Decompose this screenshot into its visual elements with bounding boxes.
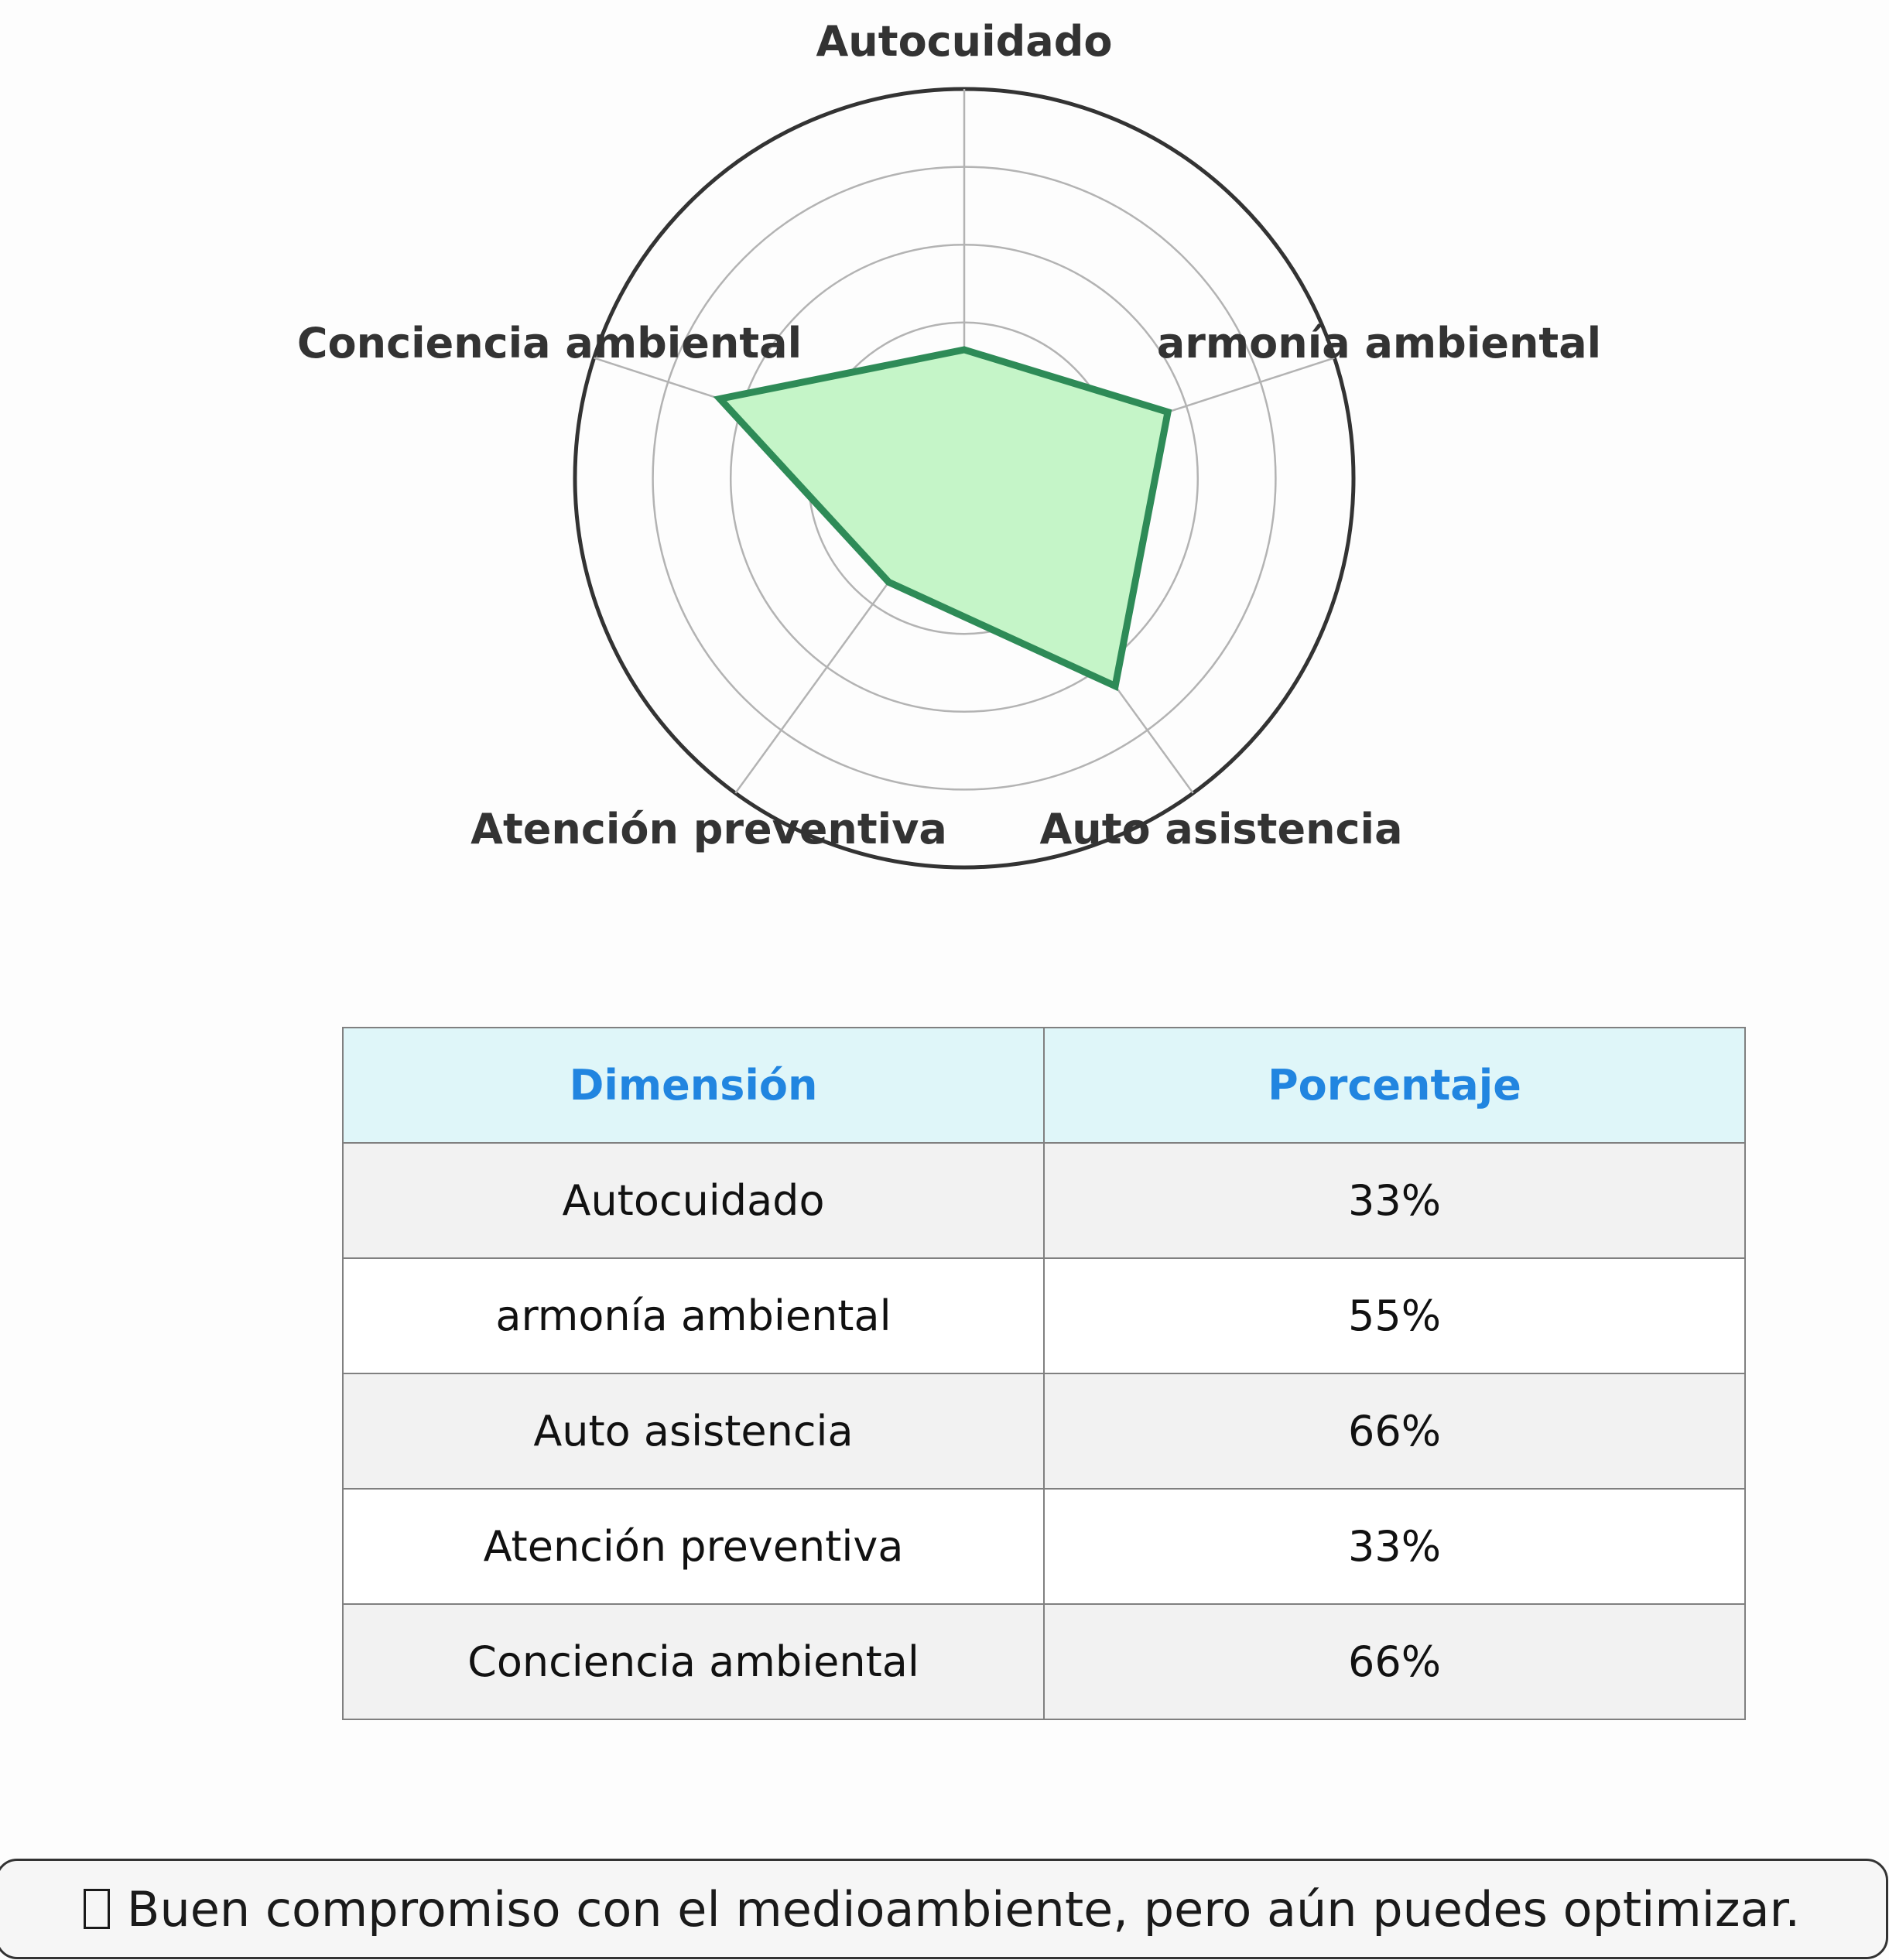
table-header-row: Dimensión Porcentaje: [342, 1027, 1746, 1144]
table-row: Autocuidado 33%: [342, 1142, 1746, 1259]
dimension-cell: Atención preventiva: [342, 1488, 1045, 1605]
radar-axis-labels: Autocuidado armonía ambiental Auto asisten…: [297, 17, 1601, 853]
radar-axis-label: armonía ambiental: [1157, 319, 1601, 368]
dimension-cell: Autocuidado: [342, 1142, 1045, 1259]
dimension-cell: Conciencia ambiental: [342, 1603, 1045, 1720]
radar-series-area: [713, 346, 1172, 692]
percentage-cell: 66%: [1043, 1603, 1746, 1720]
percentage-cell: 55%: [1043, 1257, 1746, 1374]
radar-axis-label: Atención preventiva: [471, 805, 947, 853]
table-row: armonía ambiental 55%: [342, 1257, 1746, 1374]
radar-chart: Autocuidado armonía ambiental Auto asisten…: [297, 17, 1601, 870]
header-percentage: Porcentaje: [1043, 1027, 1746, 1144]
radar-axis-label: Auto asistencia: [1039, 805, 1402, 853]
table-row: Atención preventiva 33%: [342, 1488, 1746, 1605]
feedback-message-text: Buen compromiso con el medioambiente, pe…: [126, 1880, 1801, 1938]
percentage-cell: 33%: [1043, 1488, 1746, 1605]
feedback-message-box: Buen compromiso con el medioambiente, pe…: [0, 1859, 1888, 1959]
header-dimension: Dimensión: [342, 1027, 1045, 1144]
results-table: Dimensión Porcentaje Autocuidado 33% arm…: [342, 1027, 1746, 1720]
table-row: Conciencia ambiental 66%: [342, 1603, 1746, 1720]
radar-axis-label: Conciencia ambiental: [297, 319, 802, 368]
percentage-cell: 66%: [1043, 1373, 1746, 1490]
radar-series: [713, 346, 1172, 692]
dimension-cell: Auto asistencia: [342, 1373, 1045, 1490]
missing-glyph-icon: [83, 1889, 110, 1929]
table-row: Auto asistencia 66%: [342, 1373, 1746, 1490]
percentage-cell: 33%: [1043, 1142, 1746, 1259]
dimension-cell: armonía ambiental: [342, 1257, 1045, 1374]
radar-axis-label: Autocuidado: [816, 17, 1113, 66]
